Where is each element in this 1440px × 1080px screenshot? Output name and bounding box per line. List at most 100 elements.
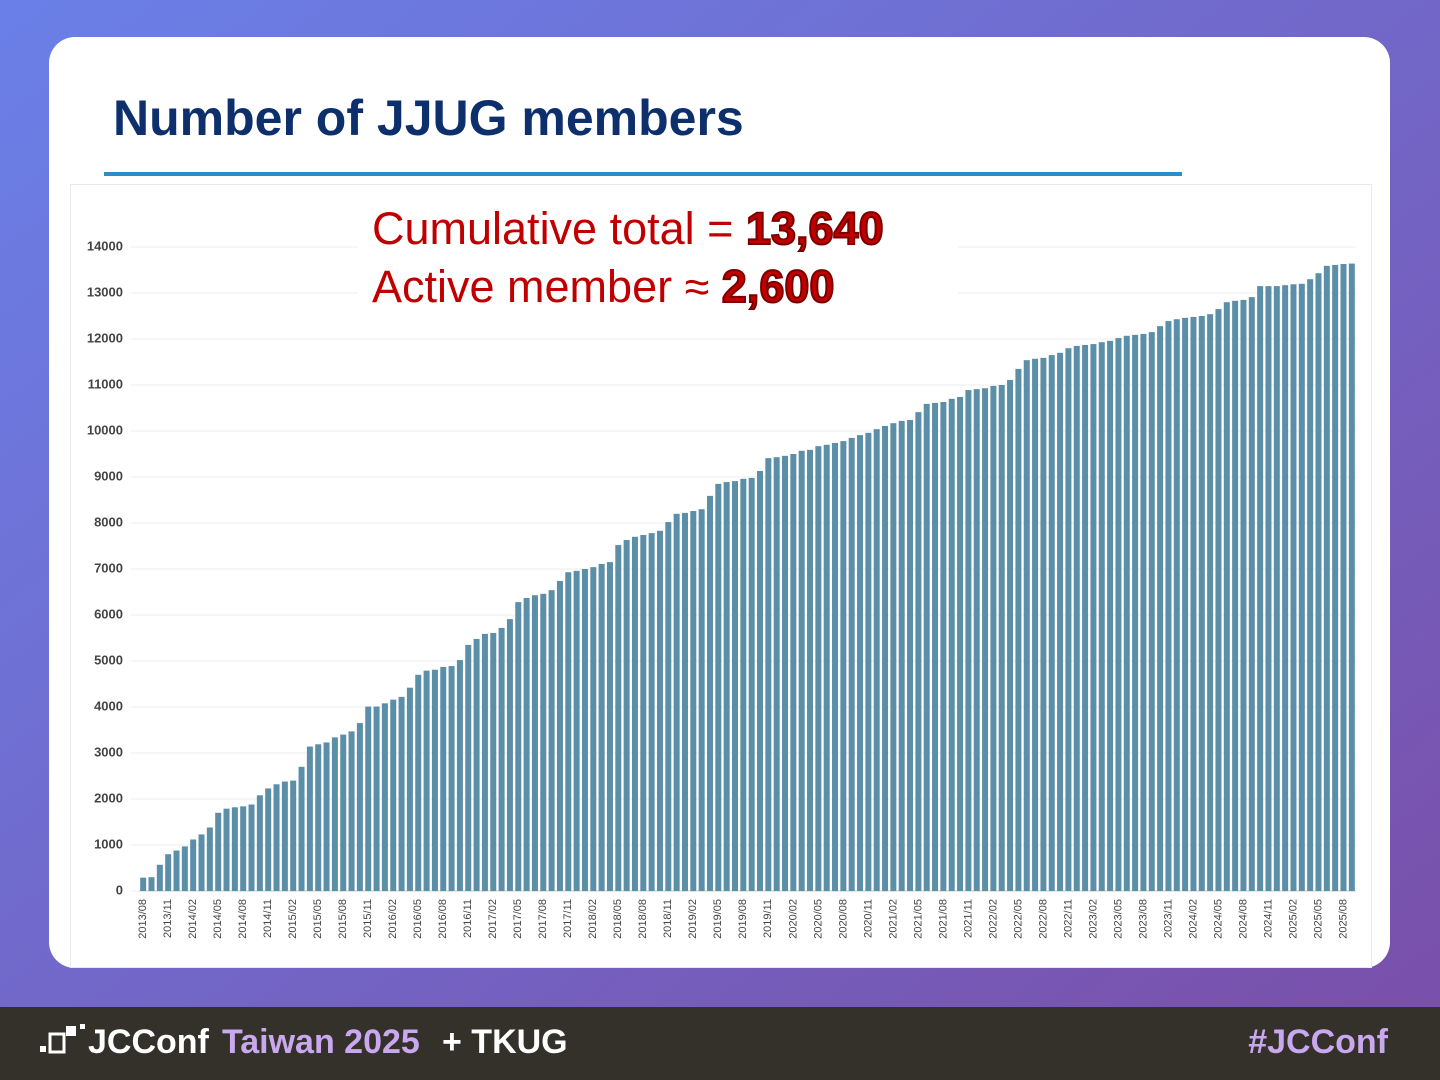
bar [181, 846, 188, 891]
bar [1115, 338, 1122, 892]
bar [1223, 302, 1230, 891]
bar [757, 471, 764, 891]
bar [298, 766, 305, 891]
y-tick-label: 14000 [87, 238, 123, 253]
x-tick-label: 2015/11 [362, 899, 374, 938]
bar [390, 699, 397, 891]
bar [1298, 283, 1305, 891]
bar [648, 533, 655, 891]
bar [1248, 297, 1255, 891]
x-tick-label: 2016/08 [437, 899, 449, 939]
bar [540, 593, 547, 891]
bar [1257, 286, 1264, 892]
x-tick-label: 2019/08 [737, 899, 749, 939]
bar [381, 703, 388, 891]
x-tick-label: 2017/02 [487, 899, 499, 939]
x-tick-label: 2017/11 [562, 899, 574, 938]
bar [190, 839, 197, 891]
bar [598, 563, 605, 891]
bar [365, 706, 372, 891]
bar [740, 478, 747, 891]
x-tick-label: 2021/05 [912, 899, 924, 939]
y-tick-label: 6000 [94, 606, 123, 621]
bar [1340, 264, 1347, 891]
bar [1073, 345, 1080, 891]
bar [665, 522, 672, 891]
x-tick-label: 2018/05 [612, 899, 624, 939]
bar [148, 877, 155, 891]
bar [1023, 360, 1030, 891]
x-tick-label: 2013/11 [162, 899, 174, 938]
footer-bar [0, 1007, 1440, 1080]
bar [1065, 348, 1072, 891]
bar [581, 569, 588, 891]
x-tick-label: 2019/11 [762, 899, 774, 938]
bar [1348, 263, 1355, 891]
y-tick-label: 1000 [94, 836, 123, 851]
bar [898, 420, 905, 891]
bar [481, 633, 488, 891]
bar [473, 638, 480, 891]
bar [782, 455, 789, 891]
bar [990, 385, 997, 891]
x-tick-label: 2022/11 [1062, 899, 1074, 938]
footer-event: Taiwan 2025 [222, 1023, 420, 1061]
bar [723, 482, 730, 891]
x-tick-label: 2016/02 [387, 899, 399, 939]
bar [323, 742, 330, 891]
y-tick-label: 9000 [94, 468, 123, 483]
bar [640, 534, 647, 891]
bar [790, 454, 797, 891]
x-tick-label: 2021/11 [962, 899, 974, 938]
bar [840, 441, 847, 891]
bar [1048, 355, 1055, 892]
bar [907, 419, 914, 891]
bar [923, 403, 930, 891]
bar [1082, 344, 1089, 892]
bar [857, 435, 864, 891]
footer-hashtag: #JCConf [1248, 1023, 1388, 1061]
x-tick-label: 2023/02 [1087, 899, 1099, 939]
bar [223, 808, 230, 891]
bar [731, 481, 738, 891]
x-tick-label: 2024/11 [1262, 899, 1274, 938]
x-tick-label: 2021/02 [887, 899, 899, 939]
bar [873, 429, 880, 891]
bar [256, 795, 263, 891]
bar [590, 567, 597, 891]
bar [948, 398, 955, 891]
bar [982, 388, 989, 891]
x-tick-label: 2016/05 [412, 899, 424, 939]
bar [1207, 314, 1214, 891]
bar [1240, 299, 1247, 891]
bar [415, 674, 422, 891]
bar [940, 402, 947, 891]
bar [965, 390, 972, 891]
bar [531, 595, 538, 891]
bar [1215, 309, 1222, 892]
bar [1307, 279, 1314, 891]
x-tick-label: 2020/02 [787, 899, 799, 939]
annotation: Active member ≈ 2,600 [372, 261, 834, 312]
x-tick-label: 2013/08 [137, 899, 149, 939]
bar [165, 854, 172, 891]
bar [506, 619, 513, 891]
x-tick-label: 2014/02 [187, 899, 199, 939]
bar [1132, 334, 1139, 891]
y-tick-label: 0 [116, 882, 123, 897]
bar [398, 696, 405, 891]
bar [631, 536, 638, 891]
bar [690, 511, 697, 891]
annotation-box [358, 200, 958, 318]
bar [1107, 340, 1114, 892]
annotation: Cumulative total = 13,640 [372, 203, 884, 254]
bar [156, 864, 163, 891]
bar [498, 627, 505, 891]
y-tick-label: 3000 [94, 744, 123, 759]
bar [865, 432, 872, 891]
x-tick-label: 2017/08 [537, 899, 549, 939]
bar [206, 827, 213, 891]
x-tick-label: 2018/02 [587, 899, 599, 939]
bar [515, 602, 522, 891]
